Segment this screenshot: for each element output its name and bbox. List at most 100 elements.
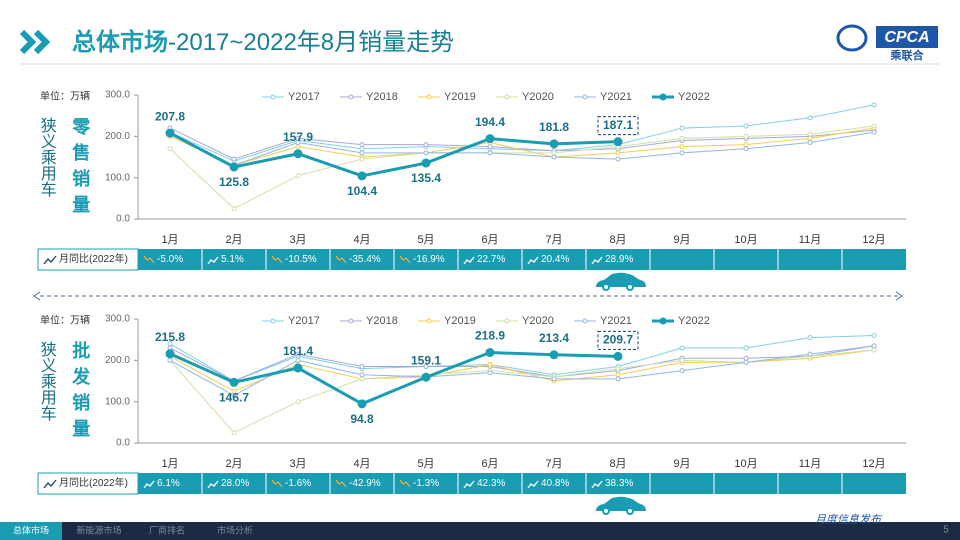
point	[807, 140, 813, 146]
point-main	[421, 372, 431, 382]
yoy-icon	[527, 256, 539, 265]
point	[807, 351, 813, 357]
point	[231, 156, 237, 162]
series-line	[169, 131, 875, 166]
point	[295, 357, 301, 363]
footer-tab-active	[0, 522, 62, 540]
yoy-value: -16.9%	[413, 254, 445, 265]
legend-label: Y2020	[522, 91, 554, 103]
yoy-value: 6.1%	[157, 478, 180, 489]
unit-label: 单位：万辆	[40, 90, 90, 103]
legend-label: Y2021	[600, 91, 632, 103]
series-line	[169, 125, 875, 210]
point	[743, 146, 749, 152]
x-tick-label: 5月	[417, 234, 434, 246]
data-label: 207.8	[155, 109, 185, 123]
point	[359, 146, 365, 152]
data-label: 181.8	[539, 120, 569, 134]
point	[679, 150, 685, 156]
point	[743, 359, 749, 365]
yoy-value: 5.1%	[221, 254, 244, 265]
legend-label: Y2017	[288, 315, 320, 327]
point	[615, 156, 621, 162]
logo-sub: 乘联合	[890, 48, 925, 62]
yoy-value: -1.6%	[285, 478, 311, 489]
point	[807, 115, 813, 121]
yoy-value: -1.3%	[413, 478, 439, 489]
side-label: 狭义乘用车	[38, 117, 57, 197]
legend-label: Y2019	[444, 91, 476, 103]
yoy-icon	[335, 479, 347, 488]
yoy-value: 28.0%	[221, 478, 249, 489]
point	[743, 355, 749, 361]
yoy-icon	[335, 255, 347, 264]
title-main: 总体市场	[72, 28, 168, 56]
yoy-icon	[527, 480, 539, 489]
car-icon	[596, 272, 646, 287]
point	[871, 343, 877, 349]
x-tick-label: 12月	[862, 458, 885, 470]
point-main	[165, 128, 175, 138]
point	[359, 376, 365, 382]
data-label: 125.8	[219, 175, 249, 189]
point	[743, 123, 749, 129]
legend-marker	[426, 94, 432, 100]
point	[679, 125, 685, 131]
yoy-icon	[463, 480, 475, 489]
legend-label: Y2020	[522, 315, 554, 327]
yoy-icon	[591, 480, 603, 489]
data-label: 194.4	[475, 115, 505, 129]
footer-note: 月度信息发布	[815, 513, 883, 526]
point	[359, 372, 365, 378]
point	[615, 366, 621, 372]
page-title: 总体市场-2017~2022年8月销量走势	[72, 28, 454, 56]
series-line	[169, 345, 875, 382]
x-tick-label: 10月	[734, 234, 757, 246]
yoy-icon	[463, 256, 475, 265]
point	[743, 142, 749, 148]
point	[231, 206, 237, 212]
point	[487, 150, 493, 156]
yoy-icon	[207, 256, 219, 265]
point-main	[357, 171, 367, 181]
legend-marker	[659, 317, 667, 325]
point-main	[485, 348, 495, 358]
car-wheel	[626, 283, 634, 291]
yoy-icon	[271, 255, 283, 264]
data-label: 104.4	[347, 184, 377, 198]
point	[679, 368, 685, 374]
x-tick-label: 11月	[799, 234, 821, 246]
legend-label: Y2018	[366, 315, 398, 327]
point	[679, 144, 685, 150]
legend-label: Y2019	[444, 315, 476, 327]
point	[359, 142, 365, 148]
logo-box	[876, 26, 938, 48]
data-label: 157.9	[283, 130, 313, 144]
point	[167, 146, 173, 152]
point	[679, 345, 685, 351]
data-label: 218.9	[475, 329, 505, 343]
point	[295, 140, 301, 146]
legend-marker	[270, 318, 276, 324]
x-tick-label: 7月	[545, 458, 562, 470]
side-label: 狭义乘用车	[38, 341, 57, 421]
legend-marker	[426, 318, 432, 324]
x-tick-label: 9月	[673, 234, 690, 246]
series-line-main	[169, 131, 619, 178]
chevron-icon	[19, 29, 51, 55]
title-rest: -2017~2022年8月销量走势	[168, 29, 454, 56]
point-main	[165, 349, 175, 359]
car-wheel	[602, 283, 610, 291]
x-tick-label: 4月	[353, 458, 370, 470]
data-label: 213.4	[539, 331, 569, 345]
point	[487, 144, 493, 150]
footer-tab: 厂商排名	[149, 524, 185, 535]
legend-marker	[659, 93, 667, 101]
legend-label: Y2017	[288, 91, 320, 103]
legend-marker	[270, 94, 276, 100]
point-main	[293, 149, 303, 159]
yoy-icon	[591, 256, 603, 265]
x-tick-label: 11月	[799, 458, 821, 470]
yoy-header: 月同比(2022年)	[59, 476, 128, 489]
point	[295, 351, 301, 357]
